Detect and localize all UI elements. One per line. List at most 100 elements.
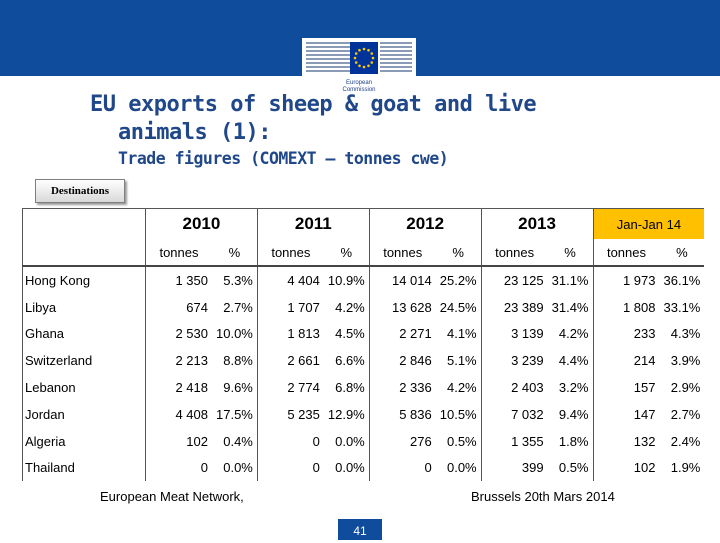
pct-cell: 3.9% (670, 353, 701, 369)
slide-title: EU exports of sheep & goat and live anim… (90, 91, 537, 147)
tonnes-cell: 399 (480, 454, 548, 482)
year-header: 2012 (368, 208, 482, 239)
year-header: 2011 (256, 208, 370, 239)
tonnes-cell: 102 (145, 427, 212, 455)
table-row: Ghana 2 530 10.0% 1 813 4.5% 2 271 4.1% 3 139 4.… (22, 320, 705, 348)
tonnes-cell: 0 (256, 427, 324, 455)
pct-cell: 4.5% (335, 326, 365, 342)
table-row: Jordan 4 408 17.5% 5 235 12.9% 5 836 10.5% 7 03… (22, 400, 705, 428)
page-number: 41 (338, 519, 382, 540)
pct-cell: 4.3% (670, 326, 701, 342)
tonnes-cell: 132 (592, 427, 660, 455)
footer-date: Brussels 20th Mars 2014 (471, 489, 615, 504)
trade-table-container: 2010 2011 2012 2013 Jan-Jan 14 tonnes % … (22, 208, 718, 482)
tonnes-cell: 23 389 (480, 293, 548, 321)
pct-cell: 9.6% (223, 380, 253, 396)
pct-cell: 36.1% (663, 272, 701, 288)
tonnes-cell: 2 213 (145, 347, 212, 375)
pct-cell: 4.2% (446, 380, 477, 396)
tonnes-cell: 147 (592, 400, 660, 428)
year-header: 2010 (145, 208, 258, 239)
footer-organization: European Meat Network, (100, 489, 244, 504)
tonnes-cell: 5 235 (256, 400, 324, 428)
country-name: Switzerland (22, 347, 146, 375)
tonnes-cell: 2 418 (145, 374, 212, 401)
slide-subtitle: Trade figures (COMEXT – tonnes cwe) (118, 149, 449, 168)
unit-pct: % (212, 239, 258, 267)
pct-cell: 5.1% (446, 353, 477, 369)
table-row: Hong Kong 1 350 5.3% 4 404 10.9% 14 014 25.2% 2… (22, 266, 705, 294)
tonnes-cell: 7 032 (480, 400, 548, 428)
country-name: Hong Kong (22, 266, 146, 294)
pct-cell: 1.9% (670, 460, 701, 476)
logo-text-line1: European (345, 80, 373, 86)
pct-cell: 2.9% (670, 380, 701, 396)
pct-cell: 5.3% (223, 272, 253, 288)
pct-cell: 0.5% (558, 460, 589, 476)
eu-flag-icon (350, 42, 378, 74)
country-name: Thailand (22, 454, 146, 482)
corner-cell (22, 239, 146, 267)
tonnes-cell: 4 404 (256, 266, 324, 294)
country-name: Lebanon (22, 374, 146, 401)
tonnes-cell: 2 661 (256, 347, 324, 375)
unit-tonnes: tonnes (592, 239, 660, 267)
tonnes-cell: 13 628 (368, 293, 436, 321)
unit-pct: % (323, 239, 370, 267)
tonnes-cell: 1 973 (592, 266, 660, 294)
tonnes-cell: 2 530 (145, 320, 212, 348)
table-row: Lebanon 2 418 9.6% 2 774 6.8% 2 336 4.2% 2 403 3… (22, 374, 705, 401)
tonnes-cell: 2 336 (368, 374, 436, 401)
tonnes-cell: 276 (368, 427, 436, 455)
pct-cell: 0.0% (335, 433, 365, 449)
unit-tonnes: tonnes (256, 239, 324, 267)
tonnes-cell: 2 846 (368, 347, 436, 375)
pct-cell: 6.8% (335, 380, 365, 396)
pct-cell: 10.0% (216, 326, 253, 342)
pct-cell: 0.5% (446, 433, 477, 449)
year-header-jan: Jan-Jan 14 (592, 208, 705, 239)
year-header: 2013 (480, 208, 593, 239)
unit-tonnes: tonnes (480, 239, 548, 267)
title-line-2: animals (1): (118, 120, 271, 145)
tonnes-cell: 4 408 (145, 400, 212, 428)
tonnes-cell: 2 271 (368, 320, 436, 348)
tonnes-cell: 2 403 (480, 374, 548, 401)
pct-cell: 0.0% (223, 460, 253, 476)
table-body: Hong Kong 1 350 5.3% 4 404 10.9% 14 014 25.2% 2… (22, 266, 705, 482)
tonnes-cell: 3 239 (480, 347, 548, 375)
pct-cell: 2.7% (670, 406, 701, 422)
tonnes-cell: 23 125 (480, 266, 548, 294)
trade-table: 2010 2011 2012 2013 Jan-Jan 14 tonnes % … (22, 208, 705, 482)
destinations-label: Destinations (35, 179, 125, 203)
tonnes-cell: 3 139 (480, 320, 548, 348)
pct-cell: 12.9% (327, 406, 365, 422)
pct-cell: 8.8% (223, 353, 253, 369)
tonnes-cell: 2 774 (256, 374, 324, 401)
pct-cell: 33.1% (663, 299, 701, 315)
unit-header-row: tonnes % tonnes % tonnes % tonnes % tonn… (22, 239, 705, 267)
tonnes-cell: 674 (145, 293, 212, 321)
tonnes-cell: 0 (256, 454, 324, 482)
country-name: Ghana (22, 320, 146, 348)
pct-cell: 10.5% (439, 406, 477, 422)
pct-cell: 31.4% (551, 299, 589, 315)
pct-cell: 6.6% (335, 353, 365, 369)
pct-cell: 2.7% (223, 299, 253, 315)
building-graphic-right (380, 42, 412, 76)
logo-text-line2: Commission (342, 87, 376, 93)
tonnes-cell: 233 (592, 320, 660, 348)
tonnes-cell: 1 813 (256, 320, 324, 348)
tonnes-cell: 1 355 (480, 427, 548, 455)
unit-pct: % (659, 239, 705, 267)
table-row: Thailand 0 0.0% 0 0.0% 0 0.0% 399 0.5% 102 1.9% (22, 454, 705, 482)
tonnes-cell: 0 (145, 454, 212, 482)
tonnes-cell: 102 (592, 454, 660, 482)
unit-pct: % (547, 239, 593, 267)
pct-cell: 0.0% (446, 460, 477, 476)
pct-cell: 17.5% (216, 406, 253, 422)
tonnes-cell: 214 (592, 347, 660, 375)
pct-cell: 31.1% (551, 272, 589, 288)
pct-cell: 4.4% (558, 353, 589, 369)
pct-cell: 10.9% (327, 272, 365, 288)
